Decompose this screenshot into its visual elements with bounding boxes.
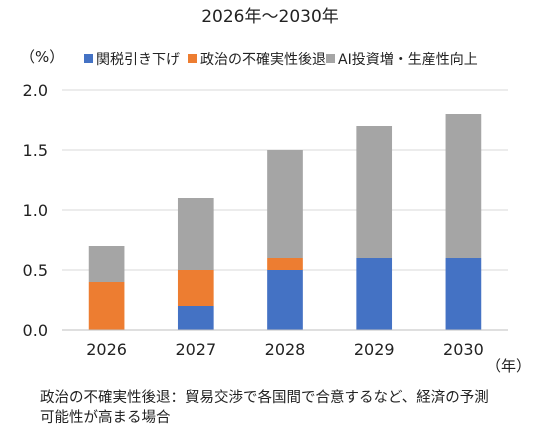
chart-title: 2026年～2030年 <box>201 7 339 27</box>
y-tick-label: 2.0 <box>23 81 48 100</box>
bar-2028-series-2 <box>267 150 303 258</box>
x-tick-label: 2028 <box>265 340 306 359</box>
y-unit-label: （%） <box>20 48 64 66</box>
bar-2030-series-0 <box>445 258 482 330</box>
x-tick-label: 2027 <box>175 340 216 359</box>
legend-swatch <box>84 54 93 63</box>
bar-2026-series-2 <box>88 246 125 282</box>
x-unit-label: （年） <box>486 357 531 375</box>
bar-2029-series-0 <box>356 258 393 330</box>
bar-2028-series-0 <box>267 270 303 330</box>
bar-2027-series-0 <box>177 306 214 330</box>
x-axis-ticks: 2026 2027 2028 2029 2030 <box>86 340 484 359</box>
legend-label: 政治の不確実性後退 <box>200 52 326 68</box>
x-tick-label: 2029 <box>354 340 395 359</box>
legend-label: AI投資増・生産性向上 <box>338 52 478 68</box>
x-tick-label: 2030 <box>443 340 484 359</box>
legend: 関税引き下げ 政治の不確実性後退 AI投資増・生産性向上 <box>84 52 478 68</box>
bar-2030-series-2 <box>445 114 482 258</box>
bars <box>88 114 482 330</box>
bar-2028-series-1 <box>267 258 303 270</box>
legend-swatch <box>326 54 335 63</box>
note-line-2: 可能性が高まる場合 <box>40 409 171 426</box>
bar-2027-series-2 <box>177 198 214 270</box>
x-tick-label: 2026 <box>86 340 127 359</box>
bar-2027-series-1 <box>177 270 214 306</box>
y-tick-label: 0.5 <box>23 261 48 280</box>
y-tick-label: 0.0 <box>23 321 48 340</box>
legend-label: 関税引き下げ <box>96 52 180 68</box>
y-tick-label: 1.0 <box>23 201 48 220</box>
y-tick-label: 1.5 <box>23 141 48 160</box>
note-line-1: 政治の不確実性後退：貿易交渉で各国間で合意するなど、経済の予測 <box>40 388 489 406</box>
bar-2029-series-2 <box>356 126 393 258</box>
bar-2026-series-1 <box>88 282 125 330</box>
y-axis-ticks: 0.0 0.5 1.0 1.5 2.0 <box>23 81 48 340</box>
legend-swatch <box>188 54 197 63</box>
